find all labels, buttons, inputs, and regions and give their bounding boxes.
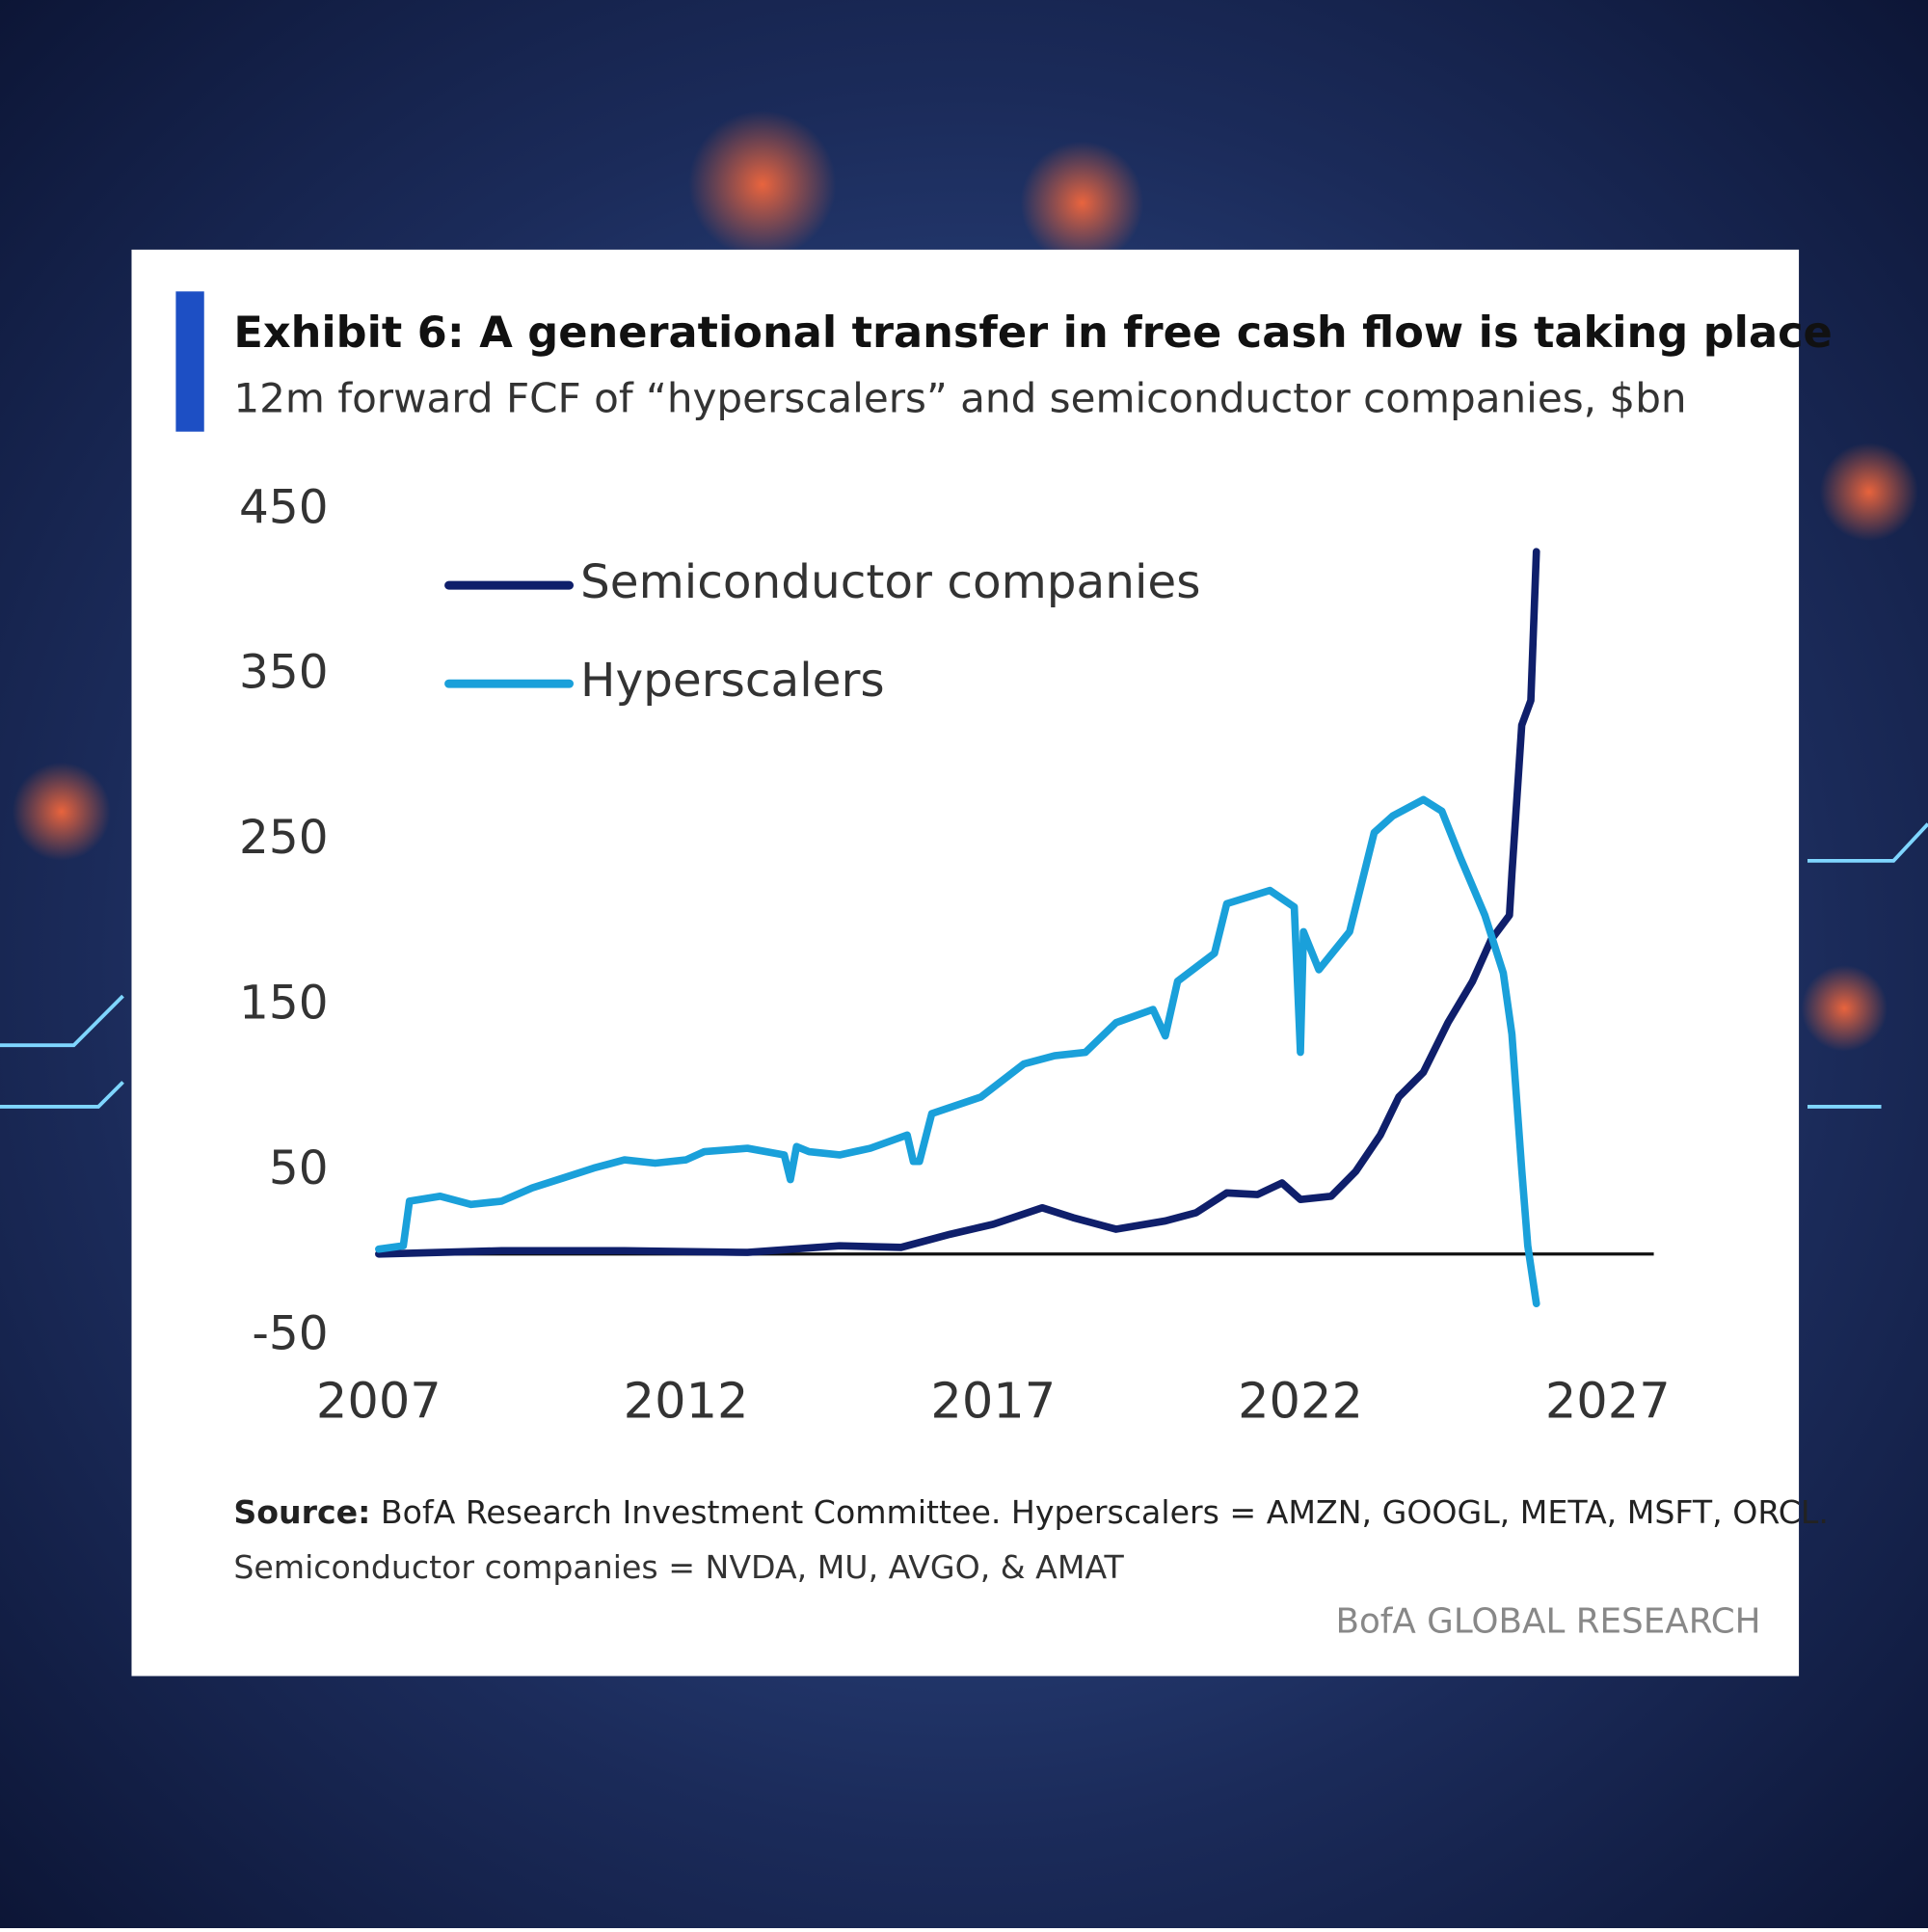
y-tick-label: 250 (239, 811, 328, 865)
bokeh (1819, 443, 1918, 542)
y-tick-label: 50 (269, 1141, 329, 1195)
legend-label: Semiconductor companies (580, 555, 1200, 609)
plot: -50 50 150 250 350 450 2007 2012 2017 2022 2027 Sem… (239, 480, 1671, 1430)
accent-bar (175, 291, 204, 432)
bokeh (1020, 141, 1144, 265)
source-text: Semiconductor companies = NVDA, MU, AVGO… (233, 1548, 1124, 1586)
card (131, 249, 1800, 1677)
y-tick-label: -50 (252, 1306, 328, 1360)
x-tick-label: 2012 (624, 1374, 749, 1431)
chart-title: Exhibit 6: A generational transfer in fr… (233, 308, 1832, 358)
y-tick-label: 150 (239, 977, 328, 1031)
source-text: BofA Research Investment Committee. Hype… (381, 1493, 1829, 1531)
x-tick-label: 2007 (316, 1374, 442, 1431)
series-line (375, 795, 1540, 1307)
bokeh (1801, 965, 1888, 1052)
bokeh (688, 110, 837, 258)
source-label: Source: (233, 1493, 370, 1531)
circuit-trace (0, 822, 1928, 1109)
chart-subtitle: 12m forward FCF of “hyperscalers” and se… (233, 374, 1686, 421)
x-tick-label: 2022 (1238, 1374, 1363, 1431)
x-tick-label: 2017 (930, 1374, 1056, 1431)
bokeh (12, 762, 111, 861)
y-tick-label: 450 (239, 480, 328, 534)
brand: BofA GLOBAL RESEARCH (1335, 1602, 1760, 1642)
legend-label: Hyperscalers (580, 654, 885, 708)
x-tick-label: 2027 (1545, 1374, 1671, 1431)
y-tick-label: 350 (239, 646, 328, 700)
source: Source: BofA Research Investment Committ… (233, 1493, 1829, 1531)
